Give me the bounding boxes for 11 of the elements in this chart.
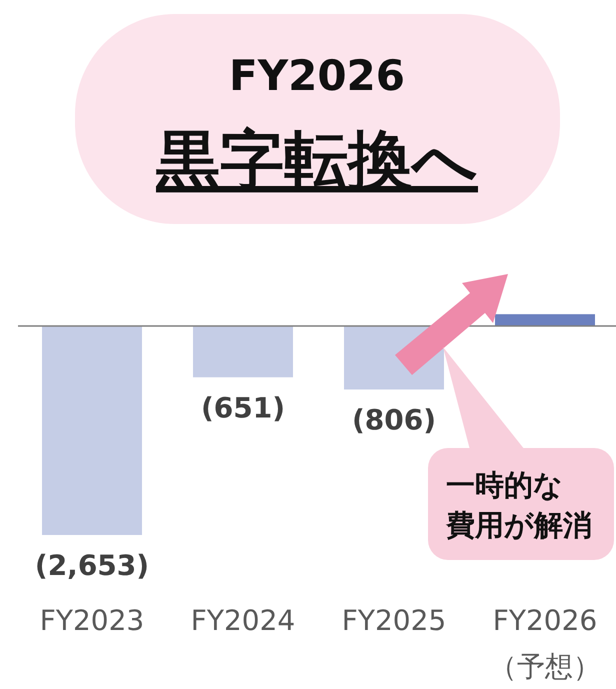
x-tick-label: FY2025 [342,604,446,637]
data-label: (651) [200,391,286,424]
x-tick-label: FY2024 [190,604,296,637]
data-label: (2,653) [34,549,150,582]
annotation: 一時的な [446,468,563,502]
annotation: 費用が解消 [445,508,592,542]
chart-title: FY2026 [229,51,405,100]
data-label: (806) [352,403,436,436]
x-tick-label: FY2023 [40,604,144,637]
x-tick-label: FY2026 （予想） [489,604,601,683]
chart-subtitle: 黒字転換へ [155,124,478,198]
